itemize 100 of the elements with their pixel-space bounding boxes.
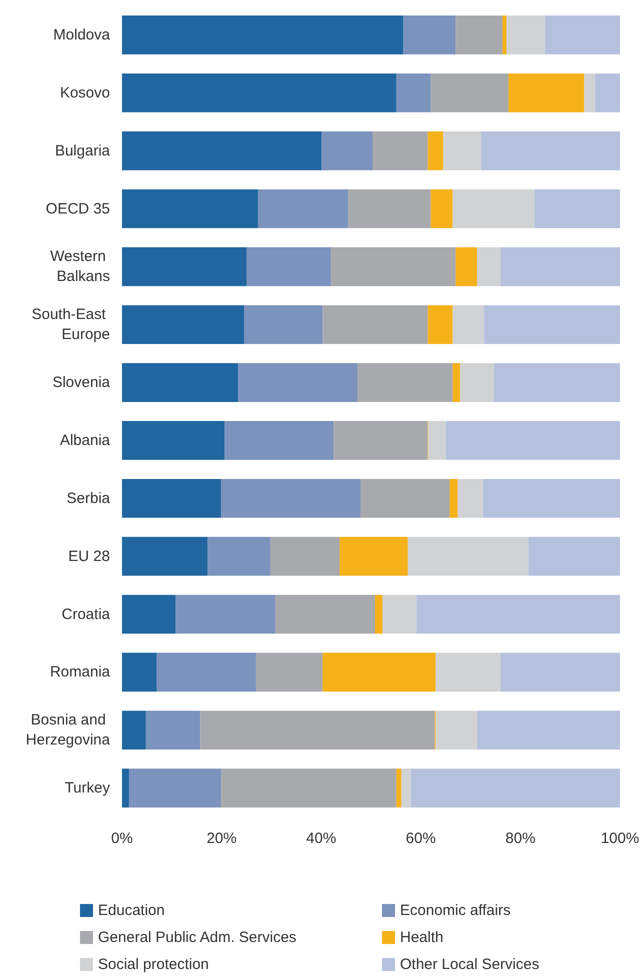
bar — [122, 363, 238, 402]
bar — [477, 247, 500, 286]
bar — [595, 73, 620, 112]
y-tick-label: EU 28 — [68, 548, 110, 565]
bar — [258, 189, 348, 228]
bar — [436, 710, 478, 750]
bar — [122, 247, 246, 286]
bar — [500, 247, 620, 286]
bar — [256, 652, 323, 692]
bar — [322, 305, 428, 344]
bar — [508, 73, 584, 112]
bar — [208, 536, 270, 576]
y-tick-label: Romania — [50, 664, 111, 681]
y-tick-label: Albania — [60, 432, 111, 449]
bar — [477, 710, 620, 750]
bar — [584, 73, 596, 112]
legend-label: Economic affairs — [400, 902, 511, 919]
bar — [428, 421, 446, 460]
bar — [122, 305, 244, 344]
y-tick-label: Bulgaria — [54, 142, 111, 160]
bar — [122, 189, 258, 228]
bar — [246, 247, 332, 286]
bar — [428, 305, 453, 344]
bar — [428, 131, 444, 170]
bar — [430, 73, 508, 112]
x-tick-label: 60% — [406, 830, 436, 847]
bar — [340, 536, 408, 576]
bar — [460, 363, 494, 402]
legend-label: Other Local Services — [400, 956, 540, 973]
bar — [128, 768, 222, 808]
bar — [122, 594, 176, 634]
bar — [122, 421, 225, 460]
bar — [544, 16, 620, 54]
bar — [452, 363, 460, 402]
x-tick-label: 40% — [306, 830, 336, 847]
bar — [122, 536, 208, 576]
y-tick-label: Serbia — [66, 490, 111, 507]
legend-label: Social protection — [98, 956, 209, 973]
bar — [502, 16, 506, 54]
bar — [224, 421, 334, 460]
bar — [122, 478, 222, 518]
bar — [122, 710, 146, 750]
bar — [275, 594, 375, 634]
x-tick-label: 100% — [600, 830, 640, 847]
y-tick-label: South-East Europe — [32, 306, 110, 344]
y-tick-label: Turkey — [64, 780, 110, 797]
bar — [483, 478, 620, 518]
bar — [334, 421, 428, 460]
legend-label: Education — [98, 902, 165, 919]
y-tick-label: Moldova — [53, 26, 111, 44]
y-tick-label: Croatia — [62, 606, 111, 623]
x-tick-label: 80% — [505, 830, 536, 847]
bar — [372, 131, 428, 170]
bar — [450, 478, 458, 518]
bar — [534, 189, 620, 228]
bar — [456, 16, 502, 54]
bar — [396, 73, 431, 112]
bar — [401, 768, 411, 808]
bar — [458, 478, 484, 518]
bar — [176, 594, 276, 634]
bar — [122, 73, 396, 112]
x-tick-label: 0% — [111, 830, 133, 847]
bar — [331, 247, 456, 286]
bar — [416, 594, 620, 634]
bar — [348, 189, 431, 228]
bar — [446, 421, 620, 460]
bar — [270, 536, 340, 576]
legend-label: General Public Adm. Services — [98, 929, 296, 946]
bar — [360, 478, 450, 518]
bar — [244, 305, 323, 344]
bar — [500, 652, 620, 692]
bar — [481, 131, 620, 170]
bar — [122, 131, 322, 170]
bar — [452, 305, 484, 344]
bar — [396, 768, 402, 808]
bar — [122, 768, 129, 808]
bar — [322, 652, 436, 692]
bar — [484, 305, 620, 344]
bar — [506, 16, 545, 54]
bar — [122, 16, 404, 54]
bar — [238, 363, 358, 402]
bar — [443, 131, 482, 170]
y-tick-label: Slovenia — [52, 374, 111, 392]
bar — [382, 594, 416, 634]
bar — [452, 189, 534, 228]
bar — [221, 478, 361, 518]
bar — [410, 768, 620, 808]
bar — [403, 16, 456, 54]
bar — [436, 652, 500, 692]
y-tick-label: Bosnia and Herzegovina — [26, 712, 111, 749]
bar — [430, 189, 453, 228]
bar — [374, 594, 382, 634]
bar — [528, 536, 620, 576]
y-tick-label: Western Balkans — [50, 248, 110, 286]
bar — [408, 536, 528, 576]
y-tick-label: Kosovo — [60, 84, 110, 102]
bar — [200, 710, 435, 750]
bar — [146, 710, 200, 750]
bar — [456, 247, 478, 286]
bar — [322, 131, 372, 170]
